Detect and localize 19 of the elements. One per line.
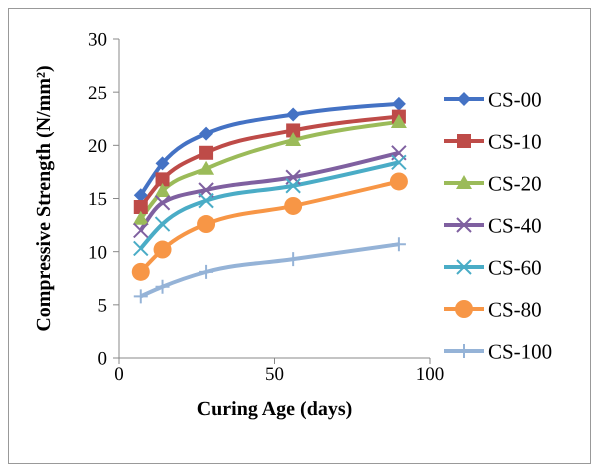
y-tick-label: 25 xyxy=(88,82,107,104)
x-tick-label: 0 xyxy=(114,364,124,385)
legend-label: CS-60 xyxy=(488,255,542,280)
x-tick-label: 100 xyxy=(416,364,444,385)
y-tick-label: 0 xyxy=(98,348,107,370)
y-axis-title: Compressive Strength (N/mm²) xyxy=(33,65,56,332)
y-tick-label: 15 xyxy=(88,189,107,210)
x-axis-title: Curing Age (days) xyxy=(196,398,352,420)
legend-label: CS-00 xyxy=(488,87,542,112)
legend-label: CS-20 xyxy=(488,171,542,196)
legend-label: CS-100 xyxy=(488,339,552,364)
legend-label: CS-40 xyxy=(488,213,542,238)
legend-label: CS-80 xyxy=(488,297,542,322)
x-tick-label: 50 xyxy=(265,364,284,385)
y-tick-label: 10 xyxy=(88,242,107,264)
legend-label: CS-10 xyxy=(488,129,542,154)
y-tick-label: 20 xyxy=(88,136,107,157)
y-tick-label: 30 xyxy=(88,30,107,51)
y-tick-label: 5 xyxy=(98,295,107,316)
